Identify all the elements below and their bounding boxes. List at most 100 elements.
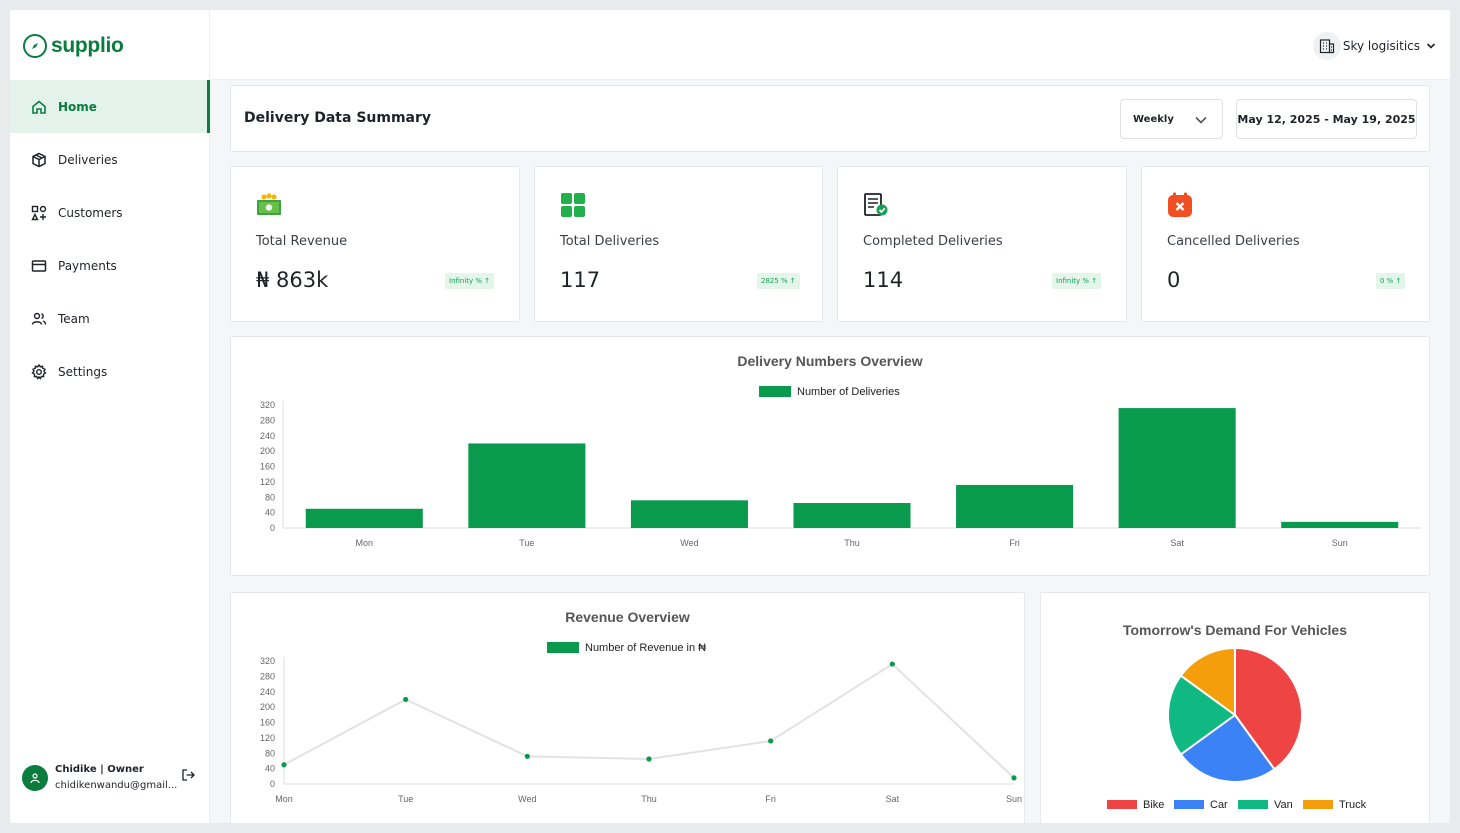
data-point xyxy=(646,756,652,762)
document-check-icon xyxy=(863,192,889,218)
shapes-icon xyxy=(30,204,48,222)
pie-slice xyxy=(1179,713,1276,783)
stat-value: 114 xyxy=(863,268,904,292)
legend-swatch xyxy=(1238,800,1268,809)
stat-value: ₦ 863k xyxy=(256,268,329,292)
stat-change-badge: 2825 % ↑ xyxy=(757,273,800,289)
legend-label: Van xyxy=(1274,799,1293,811)
app-logo[interactable]: supplio xyxy=(23,34,124,58)
sidebar-item-home[interactable]: Home xyxy=(10,80,210,133)
stat-value: 0 xyxy=(1167,268,1181,292)
x-tick-label: Tue xyxy=(398,794,413,804)
y-tick-label: 160 xyxy=(260,462,275,472)
y-tick-label: 240 xyxy=(260,431,275,441)
organization-switcher[interactable]: Sky logisitics xyxy=(1312,32,1436,60)
y-tick-label: 280 xyxy=(260,671,275,681)
y-tick-label: 0 xyxy=(270,523,275,533)
period-select[interactable]: Weekly xyxy=(1120,99,1223,139)
summary-bar: Delivery Data Summary Weekly May 12, 202… xyxy=(230,85,1430,152)
sidebar-item-deliveries[interactable]: Deliveries xyxy=(10,133,210,186)
pie-slice xyxy=(1167,674,1237,756)
grid-icon xyxy=(560,192,586,218)
money-icon xyxy=(256,192,282,218)
bar xyxy=(468,443,586,528)
data-point xyxy=(889,661,895,667)
stat-label: Cancelled Deliveries xyxy=(1167,234,1300,249)
x-tick-label: Mon xyxy=(356,538,374,548)
stat-label: Total Deliveries xyxy=(560,234,660,249)
y-tick-label: 0 xyxy=(270,779,275,789)
sidebar-item-team[interactable]: Team xyxy=(10,292,210,345)
x-tick-label: Fri xyxy=(765,794,776,804)
stat-label: Completed Deliveries xyxy=(863,234,1003,249)
delivery-chart-card: Delivery Numbers Overview Number of Deliv… xyxy=(230,336,1430,576)
legend-label: Bike xyxy=(1143,799,1164,811)
chevron-down-icon xyxy=(1426,41,1436,51)
x-tick-label: Thu xyxy=(844,538,860,548)
chart-title: Revenue Overview xyxy=(565,609,690,625)
y-tick-label: 240 xyxy=(260,687,275,697)
period-select-value: Weekly xyxy=(1133,113,1174,125)
chart-title: Delivery Numbers Overview xyxy=(737,353,922,369)
legend-swatch xyxy=(759,386,791,397)
bar xyxy=(630,500,748,528)
stat-change-badge: 0 % ↑ xyxy=(1376,273,1406,289)
page-title: Delivery Data Summary xyxy=(244,110,432,126)
x-tick-label: Thu xyxy=(641,794,657,804)
stat-change-badge: Infinity % ↑ xyxy=(1052,273,1102,289)
y-tick-label: 160 xyxy=(260,718,275,728)
legend-label: Truck xyxy=(1339,799,1367,811)
stat-card-revenue: Total Revenue ₦ 863k Infinity % ↑ xyxy=(230,166,520,322)
legend-swatch xyxy=(1303,800,1333,809)
sidebar-item-payments[interactable]: Payments xyxy=(10,239,210,292)
y-tick-label: 40 xyxy=(265,764,275,774)
compass-icon xyxy=(23,34,47,58)
y-tick-label: 280 xyxy=(260,415,275,425)
stat-card-completed: Completed Deliveries 114 Infinity % ↑ xyxy=(837,166,1127,322)
x-tick-label: Fri xyxy=(1009,538,1020,548)
x-tick-label: Mon xyxy=(275,794,293,804)
gear-icon xyxy=(30,363,48,381)
revenue-chart-card: Revenue Overview Number of Revenue in ₦ 0 4… xyxy=(230,592,1025,823)
vehicle-demand-chart: Tomorrow's Demand For Vehicles Bike Car Van… xyxy=(1107,622,1367,811)
date-range-picker[interactable]: May 12, 2025 - May 19, 2025 xyxy=(1236,99,1417,139)
bar xyxy=(793,503,911,528)
x-tick-label: Wed xyxy=(518,794,536,804)
y-tick-label: 80 xyxy=(265,748,275,758)
bar xyxy=(305,508,423,528)
legend-swatch xyxy=(1174,800,1204,809)
sidebar-item-customers[interactable]: Customers xyxy=(10,186,210,239)
sidebar-item-settings[interactable]: Settings xyxy=(10,345,210,398)
legend-swatch xyxy=(547,642,579,653)
bar xyxy=(1281,521,1399,528)
legend-label: Number of Deliveries xyxy=(797,386,900,398)
x-tick-label: Sun xyxy=(1332,538,1348,548)
pie-slice xyxy=(1179,646,1236,717)
app-window: supplio Home Deliveries Customers Paymen… xyxy=(10,10,1450,823)
data-point xyxy=(281,762,287,768)
sidebar: supplio Home Deliveries Customers Paymen… xyxy=(10,10,210,823)
user-name: Chidike | Owner xyxy=(55,764,144,775)
y-tick-label: 320 xyxy=(260,400,275,410)
avatar xyxy=(22,765,48,791)
chevron-down-icon xyxy=(1194,113,1208,130)
x-tick-label: Sat xyxy=(886,794,900,804)
app-name: supplio xyxy=(51,34,124,57)
delivery-numbers-chart: Delivery Numbers Overview Number of Deliv… xyxy=(260,353,1421,548)
bar xyxy=(956,484,1074,528)
y-tick-label: 80 xyxy=(265,492,275,502)
sidebar-item-label: Deliveries xyxy=(58,152,118,167)
data-point xyxy=(768,738,774,744)
organization-name: Sky logisitics xyxy=(1342,39,1420,53)
bar xyxy=(1118,408,1236,528)
pie-slice xyxy=(1234,646,1303,771)
stat-value: 117 xyxy=(560,268,601,292)
logout-icon[interactable] xyxy=(181,767,195,786)
user-profile[interactable]: Chidike | Owner chidikenwandu@gmail... xyxy=(22,762,202,794)
data-point xyxy=(1011,775,1017,781)
y-tick-label: 200 xyxy=(260,446,275,456)
card-icon xyxy=(30,257,48,275)
stat-card-deliveries: Total Deliveries 117 2825 % ↑ xyxy=(534,166,823,322)
y-tick-label: 320 xyxy=(260,656,275,666)
building-icon xyxy=(1312,32,1341,60)
